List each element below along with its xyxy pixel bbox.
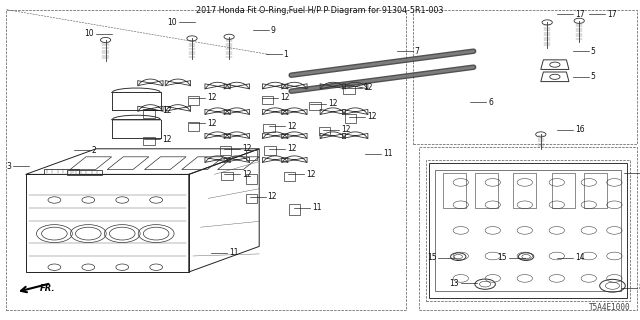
- Text: 6: 6: [488, 98, 493, 107]
- Text: 12: 12: [242, 144, 252, 153]
- Text: 12: 12: [207, 93, 216, 102]
- Text: 12: 12: [306, 170, 316, 179]
- Text: 15: 15: [497, 253, 507, 262]
- Text: 15: 15: [427, 253, 436, 262]
- Text: 10: 10: [84, 29, 94, 38]
- Bar: [44, 169, 79, 174]
- Text: 2017 Honda Fit O-Ring,Fuel H/P P Diagram for 91304-5R1-003: 2017 Honda Fit O-Ring,Fuel H/P P Diagram…: [196, 6, 444, 15]
- Text: 12: 12: [268, 192, 277, 201]
- Text: 12: 12: [162, 135, 172, 144]
- Bar: [246, 174, 257, 184]
- Text: 3: 3: [6, 162, 11, 171]
- Text: 9: 9: [271, 26, 276, 35]
- Text: 12: 12: [280, 93, 290, 102]
- Text: 8: 8: [639, 284, 640, 292]
- Text: 13: 13: [449, 279, 459, 288]
- Text: 7: 7: [415, 47, 420, 56]
- Text: FR.: FR.: [40, 284, 55, 293]
- Bar: [289, 204, 300, 215]
- Text: T5A4E1000: T5A4E1000: [589, 303, 630, 312]
- Text: 11: 11: [312, 204, 322, 212]
- Text: 10: 10: [168, 18, 177, 27]
- Text: 12: 12: [328, 100, 338, 108]
- Bar: [246, 150, 257, 160]
- Text: 12: 12: [287, 144, 296, 153]
- Text: 2: 2: [92, 146, 96, 155]
- Text: 12: 12: [162, 106, 172, 115]
- Text: 12: 12: [287, 122, 296, 131]
- Text: 1: 1: [284, 50, 288, 59]
- Text: 16: 16: [575, 125, 584, 134]
- Text: 5: 5: [591, 47, 596, 56]
- Text: 12: 12: [242, 170, 252, 179]
- Text: 11: 11: [229, 248, 239, 257]
- Text: 17: 17: [607, 10, 616, 19]
- Text: 5: 5: [591, 72, 596, 81]
- Text: 12: 12: [367, 112, 376, 121]
- Text: 12: 12: [341, 125, 351, 134]
- Text: 11: 11: [383, 149, 392, 158]
- Text: 12: 12: [364, 84, 373, 92]
- Text: 17: 17: [575, 10, 584, 19]
- Text: 12: 12: [207, 119, 216, 128]
- Bar: [67, 170, 102, 175]
- Text: 14: 14: [575, 253, 584, 262]
